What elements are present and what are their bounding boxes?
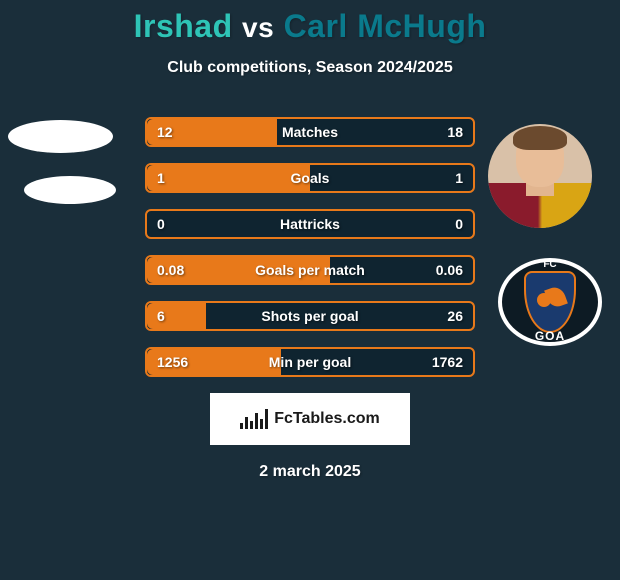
bar-icon-segment (260, 419, 263, 429)
stat-row: 6 Shots per goal 26 (145, 301, 475, 331)
vs-text: vs (242, 12, 274, 43)
subtitle: Club competitions, Season 2024/2025 (0, 59, 620, 77)
bar-icon-segment (245, 417, 248, 429)
stat-row: 0 Hattricks 0 (145, 209, 475, 239)
bar-icon-segment (255, 413, 258, 429)
stat-row: 12 Matches 18 (145, 117, 475, 147)
stats-area: 12 Matches 18 1 Goals 1 0 Hattricks 0 0.08 Goals p… (0, 117, 620, 377)
stat-label: Matches (282, 124, 338, 140)
bar-icon-segment (240, 423, 243, 429)
page-title: Irshad vs Carl McHugh (0, 0, 620, 45)
stat-value-right: 1762 (432, 354, 463, 370)
stat-value-left: 0 (157, 216, 165, 232)
stat-label: Goals per match (255, 262, 365, 278)
stat-label: Hattricks (280, 216, 340, 232)
stat-value-right: 0 (455, 216, 463, 232)
comparison-widget: Irshad vs Carl McHugh Club competitions,… (0, 0, 620, 580)
stat-value-right: 1 (455, 170, 463, 186)
stat-value-right: 26 (447, 308, 463, 324)
fctables-label: FcTables.com (274, 410, 380, 428)
stat-value-left: 6 (157, 308, 165, 324)
stat-fill-left (147, 165, 310, 191)
bar-icon-segment (250, 421, 253, 429)
stat-value-left: 12 (157, 124, 173, 140)
player2-name: Carl McHugh (284, 8, 487, 44)
stat-row: 0.08 Goals per match 0.06 (145, 255, 475, 285)
player1-name: Irshad (134, 8, 233, 44)
stat-value-right: 18 (447, 124, 463, 140)
fctables-attribution: FcTables.com (210, 393, 410, 445)
fctables-bars-icon (240, 409, 268, 429)
stat-row: 1 Goals 1 (145, 163, 475, 193)
stat-value-left: 1 (157, 170, 165, 186)
stat-value-right: 0.06 (436, 262, 463, 278)
stat-value-left: 0.08 (157, 262, 184, 278)
date-label: 2 march 2025 (0, 463, 620, 481)
stat-value-left: 1256 (157, 354, 188, 370)
stat-label: Min per goal (269, 354, 351, 370)
stat-label: Shots per goal (261, 308, 358, 324)
bar-icon-segment (265, 409, 268, 429)
stat-fill-left (147, 303, 206, 329)
stat-label: Goals (291, 170, 330, 186)
stat-row: 1256 Min per goal 1762 (145, 347, 475, 377)
